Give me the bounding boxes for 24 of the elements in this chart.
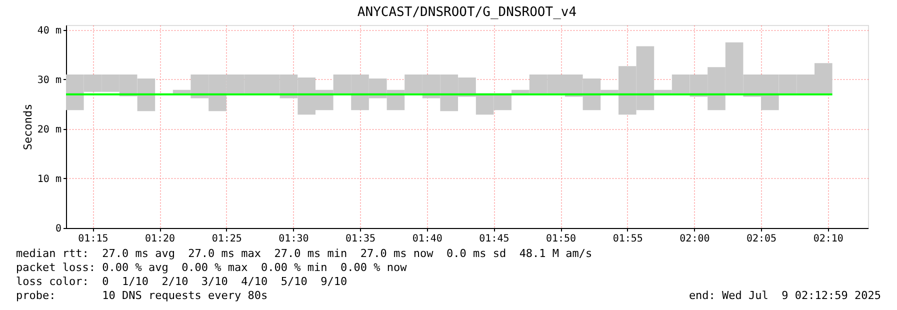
y-tick-label: 20 m: [37, 124, 62, 136]
x-tick-label: 01:30: [278, 234, 309, 244]
text: median rtt: 27.0 ms avg 27.0 ms max 27.0 ms min 27.0 ms now 0.0 ms sd 48.1 M am/s: [16, 247, 592, 260]
x-tick-label: 01:45: [479, 234, 510, 244]
y-tick-label: 30 m: [37, 74, 62, 86]
x-tick-label: 02:00: [680, 234, 710, 244]
text: probe: 10 DNS requests every 80s: [16, 289, 268, 302]
text: end: Wed Jul 9 02:12:59 2025: [688, 289, 881, 302]
x-tick-label: 02:05: [746, 234, 777, 244]
x-tick-label: 01:35: [345, 234, 376, 244]
y-axis-title: Seconds: [21, 104, 34, 150]
x-tick-label: 01:25: [212, 234, 242, 244]
x-tick-label: 01:15: [78, 234, 108, 244]
chart-title: ANYCAST/DNSROOT/G_DNSROOT_v4: [357, 4, 577, 20]
x-tick-label: 01:50: [546, 234, 576, 244]
y-tick-label: 40 m: [37, 25, 62, 36]
y-tick-label: 10 m: [37, 174, 62, 185]
x-tick-label: 01:40: [412, 234, 442, 244]
text: packet loss: 0.00 % avg 0.00 % max 0.00 % min 0.00 % now: [16, 261, 408, 274]
y-tick-label: 0: [55, 224, 62, 234]
x-tick-label: 01:55: [612, 234, 643, 244]
x-tick-label: 02:10: [813, 234, 844, 244]
text: loss color: 0 1/10 2/10 3/10 4/10 5/10 9/10: [16, 275, 348, 288]
x-tick-label: 01:20: [144, 234, 176, 244]
